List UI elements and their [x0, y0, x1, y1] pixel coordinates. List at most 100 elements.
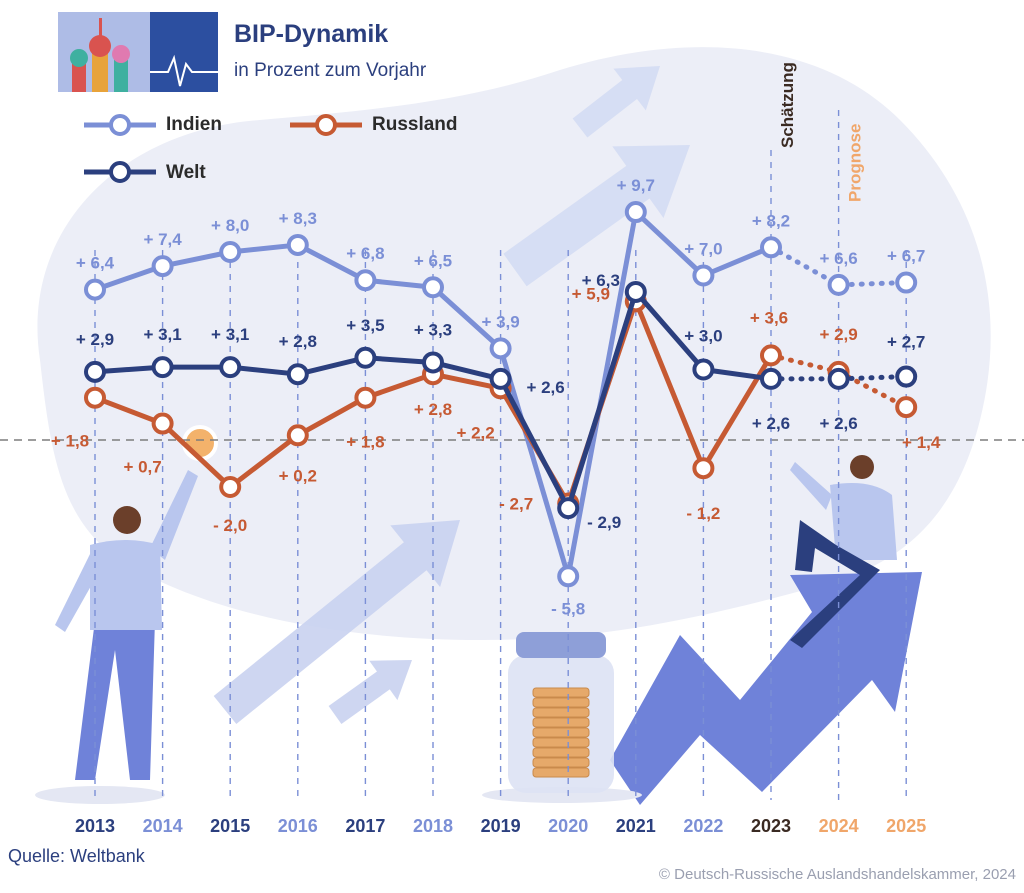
- x-tick-2014: 2014: [143, 816, 183, 836]
- legend-marker-indien: [84, 114, 156, 136]
- data-label-indien-2024: + 6,6: [819, 249, 857, 268]
- estimate-label: Schätzung: [778, 62, 797, 148]
- background-blob: [37, 47, 991, 641]
- point-indien-2014: [151, 255, 174, 278]
- point-welt-2024: [827, 367, 850, 390]
- legend-label-welt: Welt: [166, 162, 206, 183]
- data-label-indien-2017: + 6,8: [346, 244, 384, 263]
- data-label-russland-2013: + 1,8: [51, 432, 89, 451]
- data-label-welt-2017: + 3,5: [346, 316, 384, 335]
- data-label-russland-2016: + 0,2: [279, 466, 317, 485]
- point-welt-2018: [422, 351, 444, 374]
- data-label-russland-2020: - 2,7: [499, 494, 533, 513]
- x-tick-2019: 2019: [481, 816, 521, 836]
- chart-title: BIP-Dynamik: [234, 20, 389, 48]
- data-label-welt-2015: + 3,1: [211, 325, 249, 344]
- point-indien-2019: [489, 337, 512, 360]
- copyright-note: © Deutsch-Russische Auslandshandelskamme…: [658, 866, 1016, 883]
- data-label-welt-2014: + 3,1: [143, 325, 181, 344]
- data-label-welt-2020: - 2,9: [587, 513, 621, 532]
- point-russland-2025: [895, 396, 918, 419]
- data-label-indien-2023: + 8,2: [752, 211, 790, 230]
- x-tick-2013: 2013: [75, 816, 115, 836]
- decor-zigzag-arrow: [610, 572, 922, 805]
- point-russland-2023: [760, 344, 782, 367]
- x-tick-2020: 2020: [548, 816, 588, 836]
- decor-coin-jar: [482, 632, 642, 803]
- data-label-indien-2015: + 8,0: [211, 216, 249, 235]
- source-note: Quelle: Weltbank: [8, 846, 145, 866]
- legend-marker-welt: [84, 161, 156, 183]
- data-label-indien-2016: + 8,3: [279, 209, 317, 228]
- data-label-indien-2020: - 5,8: [551, 599, 585, 618]
- data-label-indien-2022: + 7,0: [684, 240, 722, 259]
- data-label-indien-2025: + 6,7: [887, 247, 925, 266]
- point-welt-2019: [489, 367, 512, 390]
- x-tick-2021: 2021: [616, 816, 656, 836]
- data-label-russland-2015: - 2,0: [213, 516, 247, 535]
- point-indien-2018: [422, 276, 444, 299]
- data-label-welt-2016: + 2,8: [279, 332, 317, 351]
- data-label-indien-2013: + 6,4: [76, 254, 115, 273]
- data-label-indien-2019: + 3,9: [481, 312, 519, 331]
- x-tick-2024: 2024: [819, 816, 859, 836]
- point-russland-2013: [84, 386, 106, 409]
- point-welt-2015: [219, 356, 242, 379]
- data-label-welt-2023: + 2,6: [752, 414, 790, 433]
- decor-person-right: [790, 455, 897, 648]
- point-welt-2013: [84, 360, 106, 383]
- legend-marker-russland: [290, 114, 362, 136]
- data-label-indien-2018: + 6,5: [414, 251, 452, 270]
- point-welt-2016: [286, 363, 309, 386]
- data-label-welt-2022: + 3,0: [684, 327, 722, 346]
- x-tick-2017: 2017: [345, 816, 385, 836]
- point-indien-2013: [84, 278, 106, 301]
- point-indien-2021: [624, 201, 647, 224]
- point-welt-2025: [895, 365, 918, 388]
- point-indien-2022: [692, 264, 715, 287]
- data-label-russland-2023: + 3,6: [750, 308, 788, 327]
- point-welt-2022: [692, 358, 715, 381]
- point-russland-2017: [354, 386, 377, 409]
- data-label-russland-2018: + 2,8: [414, 400, 452, 419]
- point-russland-2016: [286, 424, 309, 447]
- x-tick-2023: 2023: [751, 816, 791, 836]
- forecast-label: Prognose: [846, 124, 865, 202]
- x-tick-2022: 2022: [683, 816, 723, 836]
- data-label-russland-2019: + 2,2: [456, 423, 494, 442]
- point-welt-2023: [760, 367, 782, 390]
- data-label-russland-2017: + 1,8: [346, 433, 384, 452]
- legend-label-indien: Indien: [166, 114, 222, 135]
- header-logo: [58, 12, 218, 92]
- point-indien-2025: [895, 271, 918, 294]
- data-label-russland-2025: + 1,4: [902, 433, 941, 452]
- point-indien-2023: [760, 236, 782, 259]
- point-indien-2020: [557, 565, 580, 588]
- legend-label-russland: Russland: [372, 114, 458, 135]
- data-label-welt-2019: + 2,6: [526, 378, 564, 397]
- point-indien-2024: [827, 273, 850, 296]
- point-indien-2015: [219, 241, 242, 263]
- data-label-russland-2014: + 0,7: [123, 458, 161, 477]
- decor-arrow-mid: [503, 145, 690, 287]
- decor-arrow-top: [572, 65, 661, 138]
- point-welt-2020: [557, 497, 580, 520]
- point-indien-2016: [286, 233, 309, 256]
- point-indien-2017: [354, 269, 377, 292]
- series-line-forecast-indien: [768, 244, 909, 288]
- data-label-russland-2024: + 2,9: [819, 325, 857, 344]
- data-label-welt-2021: + 6,3: [582, 271, 620, 290]
- data-label-welt-2013: + 2,9: [76, 330, 114, 349]
- point-welt-2021: [624, 280, 647, 303]
- decor-arrow-small: [328, 659, 413, 724]
- point-welt-2017: [354, 346, 377, 369]
- data-label-indien-2021: + 9,7: [617, 176, 655, 195]
- x-tick-2018: 2018: [413, 816, 453, 836]
- data-label-russland-2021: + 5,9: [572, 284, 610, 303]
- data-label-welt-2018: + 3,3: [414, 320, 452, 339]
- decor-arrow-large: [213, 520, 460, 724]
- x-tick-2016: 2016: [278, 816, 318, 836]
- x-tick-2025: 2025: [886, 816, 926, 836]
- point-russland-2022: [692, 457, 715, 480]
- point-welt-2014: [151, 356, 174, 379]
